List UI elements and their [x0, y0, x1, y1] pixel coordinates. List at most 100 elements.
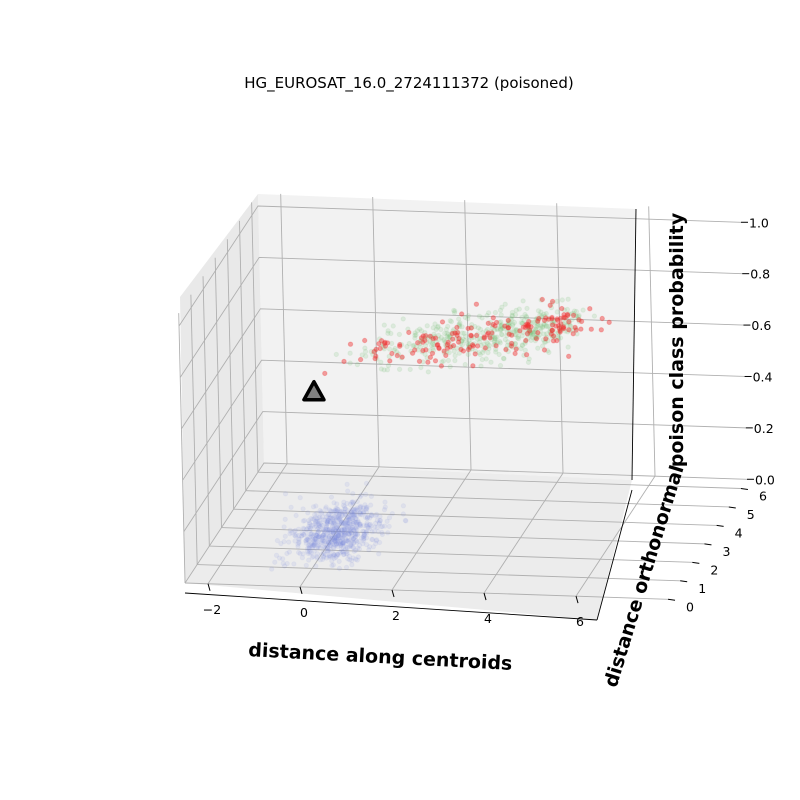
data-point — [357, 523, 363, 529]
data-point — [385, 328, 391, 334]
data-point — [493, 341, 499, 348]
data-point — [517, 328, 523, 334]
data-point — [483, 328, 489, 334]
data-point — [313, 523, 319, 529]
data-point — [344, 500, 350, 507]
data-point — [322, 539, 328, 545]
data-point — [322, 506, 329, 512]
data-point — [329, 535, 335, 542]
data-point — [339, 513, 345, 519]
data-point — [420, 359, 426, 365]
data-point — [354, 524, 360, 530]
data-point — [344, 545, 350, 551]
data-point — [333, 351, 339, 358]
grid-line-x-wall — [464, 200, 472, 470]
grid-line-y-wall — [239, 220, 247, 491]
data-point — [348, 530, 355, 536]
data-point — [417, 344, 424, 350]
data-point — [314, 519, 320, 525]
data-point — [560, 315, 567, 322]
data-point — [311, 542, 317, 548]
data-point — [346, 553, 353, 560]
data-point — [366, 544, 373, 550]
data-point — [450, 342, 457, 349]
data-point — [317, 507, 323, 514]
data-point — [473, 301, 480, 307]
data-point — [351, 514, 357, 521]
data-point — [298, 533, 305, 539]
data-point — [311, 548, 317, 554]
data-point — [550, 321, 556, 328]
data-point — [534, 332, 540, 338]
grid-lines — [178, 193, 748, 600]
data-point — [551, 318, 557, 324]
data-point — [348, 534, 355, 540]
data-point — [336, 510, 342, 516]
data-point — [481, 341, 487, 347]
series-3 — [302, 379, 326, 402]
data-point — [341, 511, 348, 517]
data-point — [496, 319, 503, 326]
data-point — [379, 529, 385, 536]
data-point — [306, 523, 312, 529]
data-point — [320, 532, 327, 538]
data-point — [364, 530, 370, 536]
data-point — [529, 334, 536, 341]
data-point — [369, 529, 375, 535]
data-point — [525, 323, 532, 329]
data-point — [343, 544, 349, 550]
data-point — [341, 504, 348, 510]
data-point — [422, 330, 428, 336]
data-point — [399, 354, 405, 360]
data-point — [329, 523, 336, 530]
data-point — [326, 511, 332, 517]
data-point — [352, 531, 358, 537]
data-point — [512, 341, 518, 347]
data-point — [369, 512, 375, 519]
data-point — [542, 339, 549, 345]
data-point — [331, 535, 338, 541]
data-point — [364, 504, 370, 511]
data-point — [548, 326, 554, 332]
data-point — [312, 536, 318, 542]
data-point — [544, 323, 550, 330]
data-point — [435, 323, 441, 329]
z-tick-label: 0.8 — [750, 267, 770, 282]
data-point — [331, 552, 337, 558]
data-point — [560, 324, 567, 330]
data-point — [480, 349, 486, 356]
data-point — [330, 544, 337, 550]
data-point — [470, 334, 477, 340]
data-point — [368, 523, 374, 529]
data-point — [486, 333, 492, 340]
data-point — [384, 367, 391, 373]
data-point — [321, 527, 327, 533]
data-point — [356, 521, 363, 527]
data-point — [326, 553, 332, 559]
data-point — [314, 554, 320, 560]
data-point — [332, 507, 339, 514]
data-point — [332, 519, 338, 526]
data-point — [354, 557, 360, 563]
data-point — [439, 319, 446, 325]
data-point — [323, 555, 330, 561]
data-point — [506, 320, 512, 327]
data-point — [465, 313, 471, 319]
data-point — [518, 320, 524, 326]
data-point — [432, 335, 439, 341]
data-point — [519, 342, 525, 348]
data-point — [514, 335, 521, 341]
data-point — [548, 331, 554, 337]
data-point — [543, 323, 549, 329]
data-point — [498, 319, 504, 325]
data-point — [316, 533, 322, 540]
data-point — [350, 501, 356, 507]
data-point — [349, 540, 355, 546]
data-point — [332, 537, 338, 543]
data-point — [509, 316, 515, 323]
data-point — [445, 339, 451, 345]
data-point — [347, 528, 353, 534]
data-point — [529, 330, 536, 337]
data-point — [479, 356, 485, 363]
